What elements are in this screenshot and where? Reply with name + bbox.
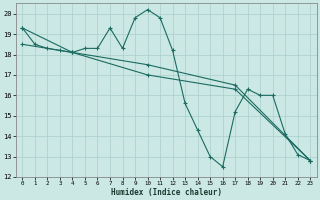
- X-axis label: Humidex (Indice chaleur): Humidex (Indice chaleur): [111, 188, 222, 197]
